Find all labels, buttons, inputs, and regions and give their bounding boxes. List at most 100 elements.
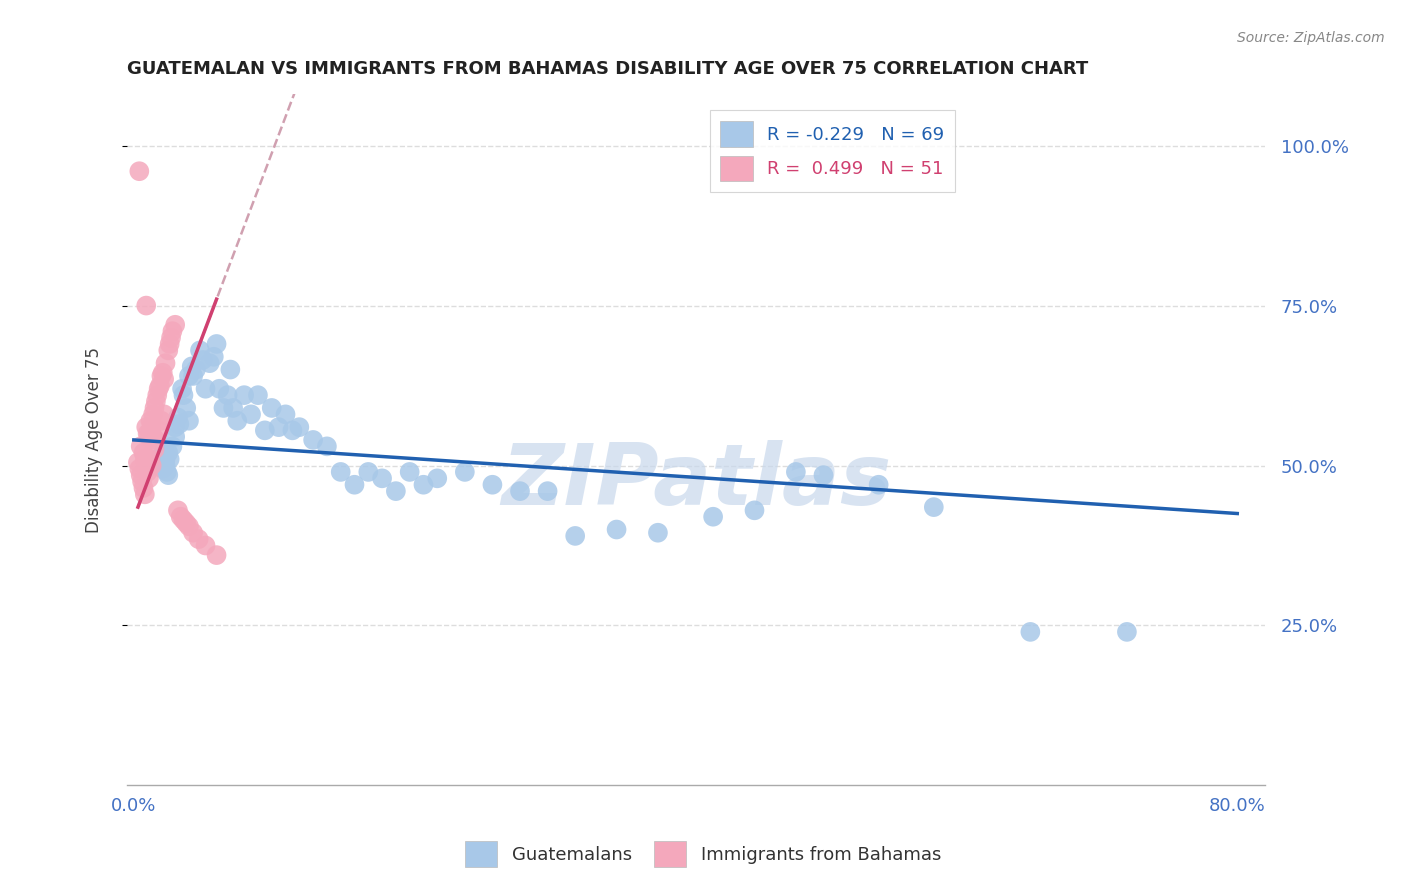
Point [302, 433, 325, 447]
Point [167, 503, 190, 517]
Point [129, 468, 152, 483]
Text: Source: ZipAtlas.com: Source: ZipAtlas.com [1237, 31, 1385, 45]
Point [1116, 624, 1139, 639]
Point [385, 484, 408, 499]
Point [426, 471, 449, 485]
Point [329, 465, 352, 479]
Point [172, 382, 194, 396]
Point [744, 503, 766, 517]
Point [146, 388, 169, 402]
Y-axis label: Disability Age Over 75: Disability Age Over 75 [86, 347, 103, 533]
Point [267, 420, 290, 434]
Point [509, 484, 531, 499]
Text: GUATEMALAN VS IMMIGRANTS FROM BAHAMAS DISABILITY AGE OVER 75 CORRELATION CHART: GUATEMALAN VS IMMIGRANTS FROM BAHAMAS DI… [127, 60, 1088, 78]
Point [246, 388, 269, 402]
Point [868, 477, 890, 491]
Point [357, 465, 380, 479]
Point [148, 423, 170, 437]
Point [159, 337, 181, 351]
Point [155, 458, 177, 473]
Point [398, 465, 420, 479]
Legend: R = -0.229   N = 69, R =  0.499   N = 51: R = -0.229 N = 69, R = 0.499 N = 51 [710, 111, 955, 192]
Point [412, 477, 434, 491]
Point [169, 417, 191, 431]
Point [174, 401, 197, 415]
Point [148, 382, 170, 396]
Text: ZIPatlas: ZIPatlas [501, 440, 891, 523]
Point [172, 513, 194, 527]
Point [198, 356, 221, 370]
Point [226, 414, 249, 428]
Point [288, 420, 311, 434]
Point [129, 439, 152, 453]
Point [212, 401, 235, 415]
Point [159, 452, 181, 467]
Point [170, 509, 193, 524]
Point [813, 468, 835, 483]
Point [136, 426, 159, 441]
Point [371, 471, 394, 485]
Point [141, 420, 163, 434]
Point [174, 516, 197, 530]
Point [165, 430, 187, 444]
Legend: Guatemalans, Immigrants from Bahamas: Guatemalans, Immigrants from Bahamas [458, 834, 948, 874]
Point [184, 362, 207, 376]
Point [454, 465, 477, 479]
Point [188, 343, 211, 358]
Point [157, 468, 180, 483]
Point [128, 164, 150, 178]
Point [157, 343, 180, 358]
Point [132, 481, 155, 495]
Point [142, 408, 165, 422]
Point [253, 423, 276, 437]
Point [167, 410, 190, 425]
Point [155, 452, 177, 467]
Point [142, 430, 165, 444]
Point [181, 368, 204, 383]
Point [152, 366, 174, 380]
Point [222, 401, 245, 415]
Point [135, 299, 157, 313]
Point [131, 475, 153, 489]
Point [180, 359, 202, 374]
Point [128, 461, 150, 475]
Point [240, 408, 263, 422]
Point [150, 449, 173, 463]
Point [139, 414, 162, 428]
Point [165, 318, 187, 332]
Point [156, 465, 179, 479]
Point [145, 433, 167, 447]
Point [187, 532, 209, 546]
Point [202, 350, 225, 364]
Point [153, 442, 176, 457]
Point [139, 452, 162, 467]
Point [143, 442, 166, 457]
Point [150, 455, 173, 469]
Point [143, 401, 166, 415]
Point [135, 458, 157, 473]
Point [1019, 624, 1042, 639]
Point [702, 509, 724, 524]
Point [922, 500, 945, 515]
Point [274, 408, 297, 422]
Point [177, 414, 200, 428]
Point [194, 539, 217, 553]
Point [134, 452, 156, 467]
Point [281, 423, 304, 437]
Point [785, 465, 807, 479]
Point [155, 356, 177, 370]
Point [208, 382, 231, 396]
Point [135, 420, 157, 434]
Point [150, 414, 173, 428]
Point [219, 362, 242, 376]
Point [647, 525, 669, 540]
Point [162, 324, 184, 338]
Point [606, 523, 628, 537]
Point [217, 388, 239, 402]
Point [181, 525, 204, 540]
Point [536, 484, 558, 499]
Point [205, 337, 228, 351]
Point [160, 330, 183, 344]
Point [152, 461, 174, 475]
Point [132, 446, 155, 460]
